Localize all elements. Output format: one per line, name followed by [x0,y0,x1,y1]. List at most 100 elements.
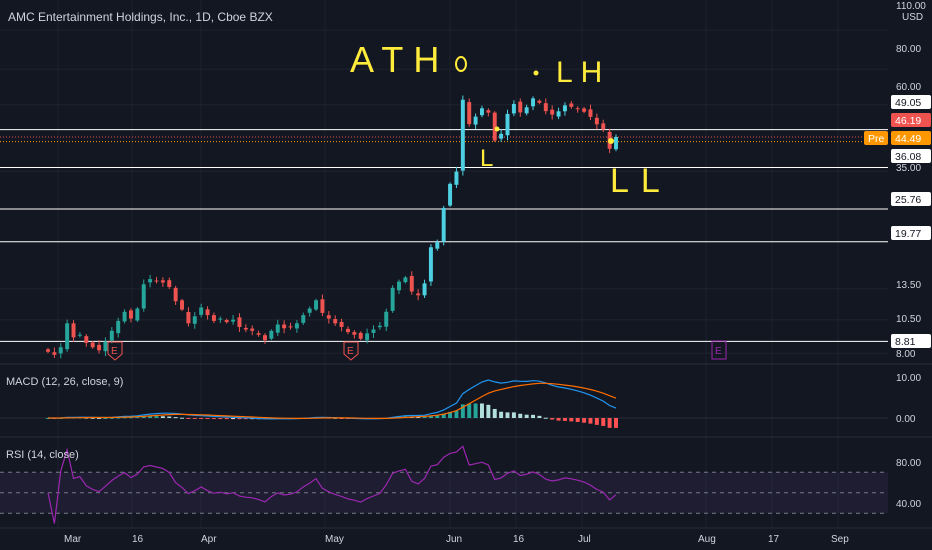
rsi-pane [0,445,888,524]
candle-body-7 [90,342,95,348]
candle-body-34 [263,335,267,341]
macd-pane [0,379,888,428]
macd-hist-75 [524,414,529,418]
macd-hist-29 [231,418,236,420]
hand-drawn-annotations [455,56,614,144]
macd-hist-77 [537,415,542,418]
candle-body-27 [218,318,223,320]
macd-hist-88 [607,418,612,428]
macd-hist-78 [543,417,548,419]
macd-hist-59 [422,416,427,418]
candle-body-45 [333,319,338,324]
macd-hist-79 [550,418,555,420]
candle-body-52 [377,325,382,328]
annotation-l: L [480,145,493,172]
macd-hist-66 [467,403,472,418]
ll-dot [608,138,614,144]
level-badge-8-81: 8.81 [891,334,931,348]
rsi-tick-80: 80.00 [896,458,921,469]
svg-text:E: E [347,346,354,357]
macd-hist-83 [575,418,580,422]
time-tick-jul: Jul [578,534,591,545]
annotation-ll: LL [610,162,672,200]
candle-body-80 [556,111,561,117]
macd-hist-7 [90,417,95,419]
macd-hist-84 [582,418,587,423]
macd-hist-58 [416,416,421,418]
candle-body-70 [492,112,497,141]
macd-hist-85 [588,418,593,424]
macd-hist-82 [569,418,574,422]
candle-body-57 [409,275,414,292]
rsi-tick-40: 40.00 [896,499,921,510]
macd-hist-89 [614,418,618,428]
time-tick-apr: Apr [201,534,217,545]
price-axis[interactable]: 110.00 USD 80.00 60.00 35.00 13.50 10.50… [864,0,932,362]
macd-hist-13 [128,417,133,419]
candle-body-48 [352,332,357,335]
earnings-markers[interactable]: E E E [107,340,727,361]
macd-hist-67 [473,403,478,418]
candle-body-53 [384,311,389,327]
candle-body-71 [499,133,504,139]
macd-hist-74 [518,413,523,418]
earnings-marker-aug[interactable]: E [711,340,727,360]
candle-body-28 [224,320,229,323]
macd-hist-86 [594,418,599,425]
candles [46,95,618,359]
rsi-axis[interactable]: 80.00 40.00 [896,458,921,510]
rsi-title: RSI (14, close) [6,449,79,461]
candle-body-18 [160,280,165,283]
svg-text:E: E [715,346,722,357]
signal-line [48,382,617,419]
candle-body-44 [326,315,331,319]
candle-body-25 [205,309,210,316]
candle-body-60 [428,247,433,282]
earnings-marker-mar[interactable]: E [107,341,123,361]
candle-body-12 [122,311,127,322]
candle-body-78 [543,103,548,112]
macd-hist-20 [173,417,178,419]
macd-hist-71 [499,411,504,418]
candle-body-51 [371,329,376,333]
candle-body-20 [173,287,178,302]
candle-body-19 [167,280,172,287]
annotation-labels: ATH LH L LL [350,39,672,200]
svg-text:25.76: 25.76 [895,194,921,206]
time-tick-jun: Jun [446,534,462,545]
macd-tick-10: 10.00 [896,373,921,384]
candle-body-8 [97,344,102,351]
premarket-badge: Pre 44.49 [864,131,931,145]
candle-body-69 [486,110,491,113]
candle-body-6 [84,336,89,343]
svg-text:44.49: 44.49 [895,133,921,145]
candle-body-15 [141,284,146,309]
macd-hist-76 [531,414,536,418]
candle-body-85 [588,109,593,117]
rsi-line [47,445,617,524]
annotation-ath: ATH [350,39,449,80]
candle-body-4 [71,323,76,338]
candle-body-26 [211,315,216,321]
macd-hist-72 [505,412,510,418]
level-badge-49-05: 49.05 [891,95,931,109]
price-axis-bg [888,0,932,362]
time-axis[interactable]: Mar 16 Apr May Jun 16 Jul Aug 17 Sep [64,534,849,545]
candle-body-22 [186,311,191,324]
macd-hist-63 [448,411,453,418]
annotation-lh: LH [556,56,610,89]
svg-text:36.08: 36.08 [895,151,921,163]
candle-body-67 [473,116,478,125]
macd-axis[interactable]: 10.00 0.00 [896,373,921,425]
candle-body-43 [320,299,325,313]
candle-body-59 [422,283,427,296]
svg-text:19.77: 19.77 [895,228,921,240]
price-tick-8: 8.00 [896,349,916,360]
earnings-marker-may[interactable]: E [343,341,359,361]
svg-text:49.05: 49.05 [895,97,921,109]
macd-hist-69 [486,404,491,418]
price-tick-13-5: 13.50 [896,280,921,291]
time-tick-sep: Sep [831,534,849,545]
candle-body-31 [243,327,248,330]
